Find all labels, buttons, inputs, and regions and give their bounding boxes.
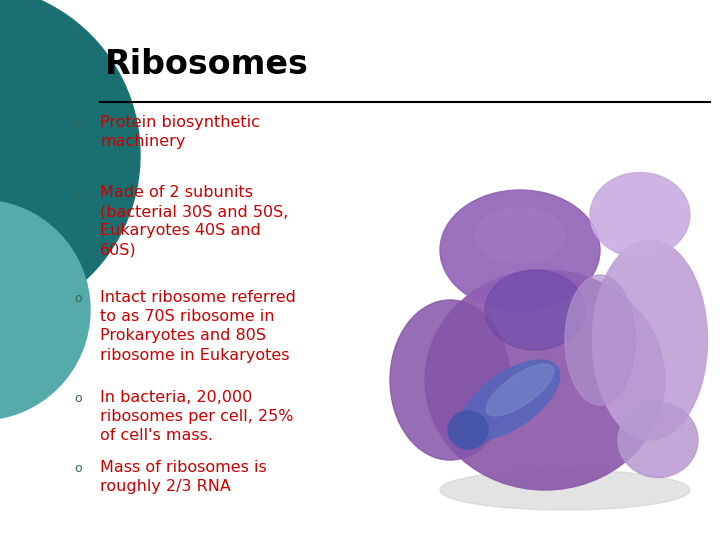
Text: Intact ribosome referred
to as 70S ribosome in
Prokaryotes and 80S
ribosome in E: Intact ribosome referred to as 70S ribos…: [100, 290, 296, 362]
Ellipse shape: [460, 360, 559, 440]
Text: Mass of ribosomes is
roughly 2/3 RNA: Mass of ribosomes is roughly 2/3 RNA: [100, 460, 266, 494]
Ellipse shape: [593, 240, 708, 440]
Text: o: o: [74, 187, 82, 200]
Text: o: o: [74, 292, 82, 305]
Ellipse shape: [485, 270, 585, 350]
Ellipse shape: [486, 364, 554, 416]
Ellipse shape: [448, 411, 488, 449]
Text: Ribosomes: Ribosomes: [105, 48, 309, 81]
Ellipse shape: [590, 172, 690, 258]
Ellipse shape: [475, 207, 565, 262]
Text: Made of 2 subunits
(bacterial 30S and 50S,
Eukaryotes 40S and
60S): Made of 2 subunits (bacterial 30S and 50…: [100, 185, 289, 258]
Text: o: o: [74, 117, 82, 130]
Circle shape: [0, 0, 140, 325]
Ellipse shape: [425, 270, 665, 490]
Text: o: o: [74, 392, 82, 405]
Text: In bacteria, 20,000
ribosomes per cell, 25%
of cell's mass.: In bacteria, 20,000 ribosomes per cell, …: [100, 390, 294, 443]
Ellipse shape: [390, 300, 510, 460]
Text: Protein biosynthetic
machinery: Protein biosynthetic machinery: [100, 115, 260, 149]
Circle shape: [0, 200, 90, 420]
Ellipse shape: [440, 470, 690, 510]
Ellipse shape: [618, 402, 698, 477]
Ellipse shape: [565, 275, 635, 405]
Ellipse shape: [440, 190, 600, 310]
Text: o: o: [74, 462, 82, 475]
